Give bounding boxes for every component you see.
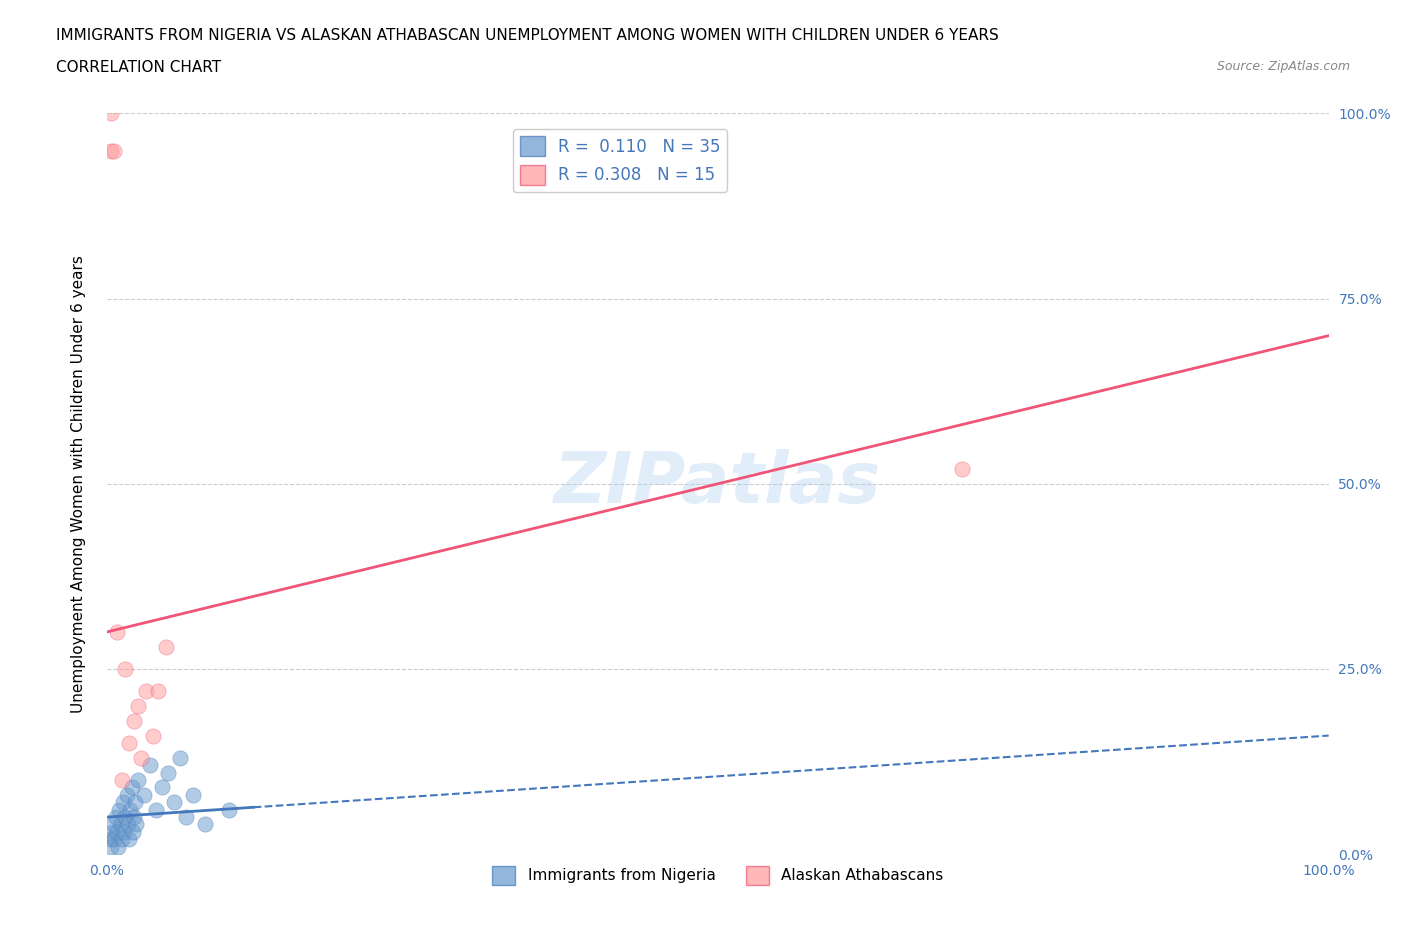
Point <box>110 817 132 832</box>
Point <box>105 824 128 839</box>
Point <box>118 736 141 751</box>
Point <box>103 831 125 846</box>
Point <box>135 684 157 698</box>
Point <box>98 831 121 846</box>
Point <box>100 106 122 121</box>
Point <box>120 803 142 817</box>
Point <box>132 788 155 803</box>
Point <box>111 795 134 810</box>
Point <box>155 639 177 654</box>
Point <box>122 810 145 825</box>
Point <box>181 788 204 803</box>
Point <box>218 803 240 817</box>
Point <box>101 824 124 839</box>
Point <box>169 751 191 765</box>
Point <box>105 624 128 639</box>
Point <box>115 788 138 803</box>
Point <box>107 839 129 854</box>
Point <box>139 758 162 773</box>
Point <box>163 795 186 810</box>
Point <box>176 810 198 825</box>
Point <box>114 810 136 825</box>
Point <box>142 728 165 743</box>
Point <box>108 803 131 817</box>
Point <box>148 684 170 698</box>
Point <box>118 831 141 846</box>
Point <box>124 795 146 810</box>
Point <box>950 461 973 476</box>
Point <box>111 773 134 788</box>
Point <box>112 824 135 839</box>
Text: IMMIGRANTS FROM NIGERIA VS ALASKAN ATHABASCAN UNEMPLOYMENT AMONG WOMEN WITH CHIL: IMMIGRANTS FROM NIGERIA VS ALASKAN ATHAB… <box>56 28 1000 43</box>
Point <box>100 839 122 854</box>
Point <box>114 661 136 676</box>
Point <box>127 773 149 788</box>
Point <box>194 817 217 832</box>
Point <box>103 143 125 158</box>
Point <box>101 817 124 832</box>
Text: CORRELATION CHART: CORRELATION CHART <box>56 60 221 75</box>
Point <box>100 143 122 158</box>
Point <box>127 698 149 713</box>
Point <box>111 831 134 846</box>
Point <box>129 751 152 765</box>
Legend: R =  0.110   N = 35, R = 0.308   N = 15: R = 0.110 N = 35, R = 0.308 N = 15 <box>513 129 727 192</box>
Point <box>150 780 173 795</box>
Point <box>121 824 143 839</box>
Point <box>104 810 127 825</box>
Text: ZIPatlas: ZIPatlas <box>554 449 882 518</box>
Point <box>121 780 143 795</box>
Point <box>145 803 167 817</box>
Point <box>125 817 148 832</box>
Y-axis label: Unemployment Among Women with Children Under 6 years: Unemployment Among Women with Children U… <box>72 255 86 712</box>
Point <box>157 765 180 780</box>
Point <box>122 713 145 728</box>
Text: Source: ZipAtlas.com: Source: ZipAtlas.com <box>1216 60 1350 73</box>
Point <box>117 817 139 832</box>
